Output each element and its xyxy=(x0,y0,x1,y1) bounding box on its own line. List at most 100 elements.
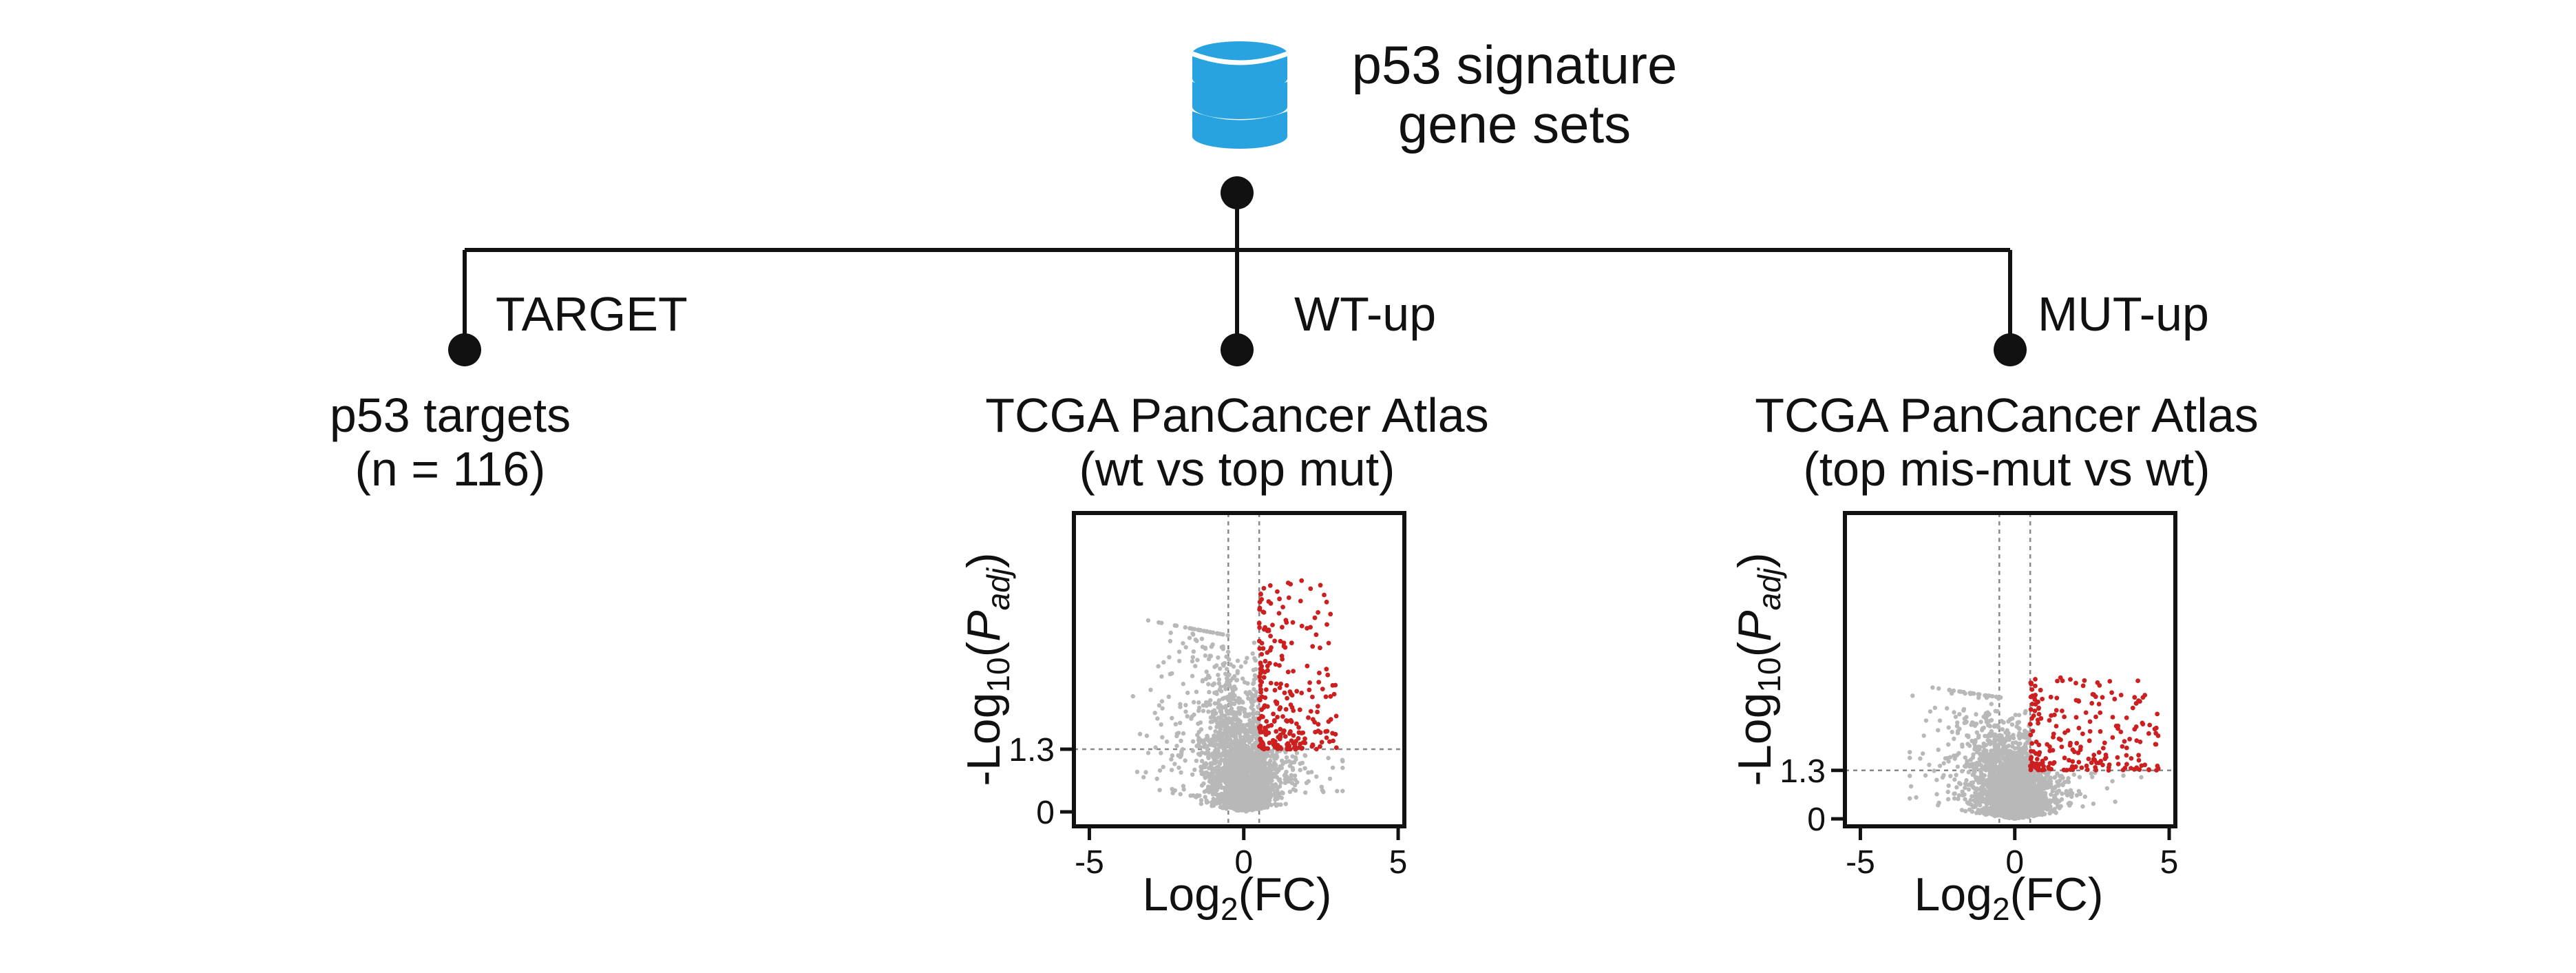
data-point xyxy=(1251,708,1255,712)
data-point xyxy=(2005,783,2009,787)
data-point-significant xyxy=(1334,745,1339,750)
data-point xyxy=(2023,709,2027,713)
data-point xyxy=(2028,791,2032,795)
data-point xyxy=(1961,708,1965,712)
data-point xyxy=(2005,799,2009,803)
data-point-significant xyxy=(1286,669,1291,674)
data-point xyxy=(1960,744,1964,749)
data-point xyxy=(1252,656,1256,660)
data-point xyxy=(1994,709,1998,713)
data-point xyxy=(1303,791,1307,795)
data-point xyxy=(1183,625,1187,629)
data-point xyxy=(1176,766,1181,770)
data-point xyxy=(1196,627,1200,631)
data-point xyxy=(1264,798,1268,802)
data-point xyxy=(1209,764,1213,768)
data-point-significant xyxy=(1263,670,1267,675)
data-point xyxy=(1922,733,1926,737)
data-point-significant xyxy=(1288,582,1293,587)
data-point xyxy=(2072,773,2076,777)
data-point xyxy=(1148,688,1152,692)
data-point xyxy=(1190,773,1194,777)
branch-label-wt-up: WT-up xyxy=(1294,287,1436,341)
data-point xyxy=(2007,816,2012,820)
data-point xyxy=(1977,795,1981,799)
data-point xyxy=(1994,792,1998,796)
data-point-significant xyxy=(1260,742,1265,747)
data-point xyxy=(1291,768,1295,772)
data-point xyxy=(1146,618,1150,622)
data-point xyxy=(1282,773,1287,777)
data-point xyxy=(1998,695,2003,700)
data-point-significant xyxy=(1299,691,1304,695)
data-point-significant xyxy=(2076,760,2081,764)
data-point xyxy=(1197,706,1201,710)
data-point xyxy=(1992,769,1996,773)
data-point xyxy=(2020,791,2024,795)
data-point xyxy=(1226,697,1230,701)
data-point xyxy=(1974,712,1978,716)
data-point xyxy=(1973,744,1977,749)
data-point xyxy=(2011,773,2015,777)
data-point-significant xyxy=(2111,715,2115,720)
data-point xyxy=(1998,766,2002,770)
data-point xyxy=(1159,751,1163,755)
data-point xyxy=(1161,765,1165,769)
data-point xyxy=(1223,801,1227,805)
data-point xyxy=(1191,793,1195,797)
data-point xyxy=(1989,702,1994,706)
data-point xyxy=(2014,794,2018,798)
data-point xyxy=(2058,774,2062,778)
data-point-significant xyxy=(1311,717,1316,722)
data-point-significant xyxy=(1324,667,1329,671)
data-point xyxy=(1214,770,1218,774)
data-point-significant xyxy=(1257,625,1262,630)
data-point xyxy=(1208,702,1212,707)
data-point xyxy=(2014,784,2018,788)
data-point xyxy=(1205,669,1209,673)
data-point-significant xyxy=(1258,660,1263,665)
data-point xyxy=(1238,731,1242,735)
data-point xyxy=(1157,703,1161,707)
data-point xyxy=(1233,756,1237,760)
data-point xyxy=(2024,755,2028,760)
data-point xyxy=(1212,758,1216,762)
data-point xyxy=(2007,770,2012,774)
data-point xyxy=(2039,774,2043,778)
data-point xyxy=(1207,690,1211,694)
data-point xyxy=(1252,678,1256,682)
data-point xyxy=(1206,709,1210,713)
database-disk-top xyxy=(1192,41,1287,91)
data-point-significant xyxy=(1262,705,1267,710)
data-point xyxy=(1306,771,1310,775)
data-point xyxy=(2021,815,2025,819)
data-point xyxy=(1964,778,1968,782)
data-point xyxy=(1168,672,1172,676)
data-point-significant xyxy=(1316,722,1321,726)
data-point xyxy=(1239,807,1243,811)
data-point xyxy=(2018,777,2023,781)
data-point-significant xyxy=(1258,737,1263,742)
data-point xyxy=(1227,773,1232,777)
data-point xyxy=(1223,661,1227,665)
data-point xyxy=(1955,720,1959,724)
data-point xyxy=(1223,704,1227,708)
data-point xyxy=(1159,722,1163,726)
data-point xyxy=(2049,775,2053,780)
data-point xyxy=(1957,781,1961,785)
data-point-significant xyxy=(2029,687,2034,692)
data-point-significant xyxy=(2093,715,2098,720)
data-point xyxy=(1245,769,1249,773)
data-point xyxy=(1969,722,1973,726)
data-point xyxy=(1238,711,1242,715)
data-point xyxy=(1203,646,1207,650)
data-point xyxy=(1243,724,1247,728)
data-point xyxy=(1982,760,1986,764)
data-point xyxy=(1192,768,1196,772)
data-point xyxy=(1947,725,1951,729)
data-point xyxy=(1231,760,1235,764)
data-point xyxy=(2024,810,2028,815)
data-point-significant xyxy=(1308,587,1313,592)
data-point-significant xyxy=(1318,744,1322,749)
